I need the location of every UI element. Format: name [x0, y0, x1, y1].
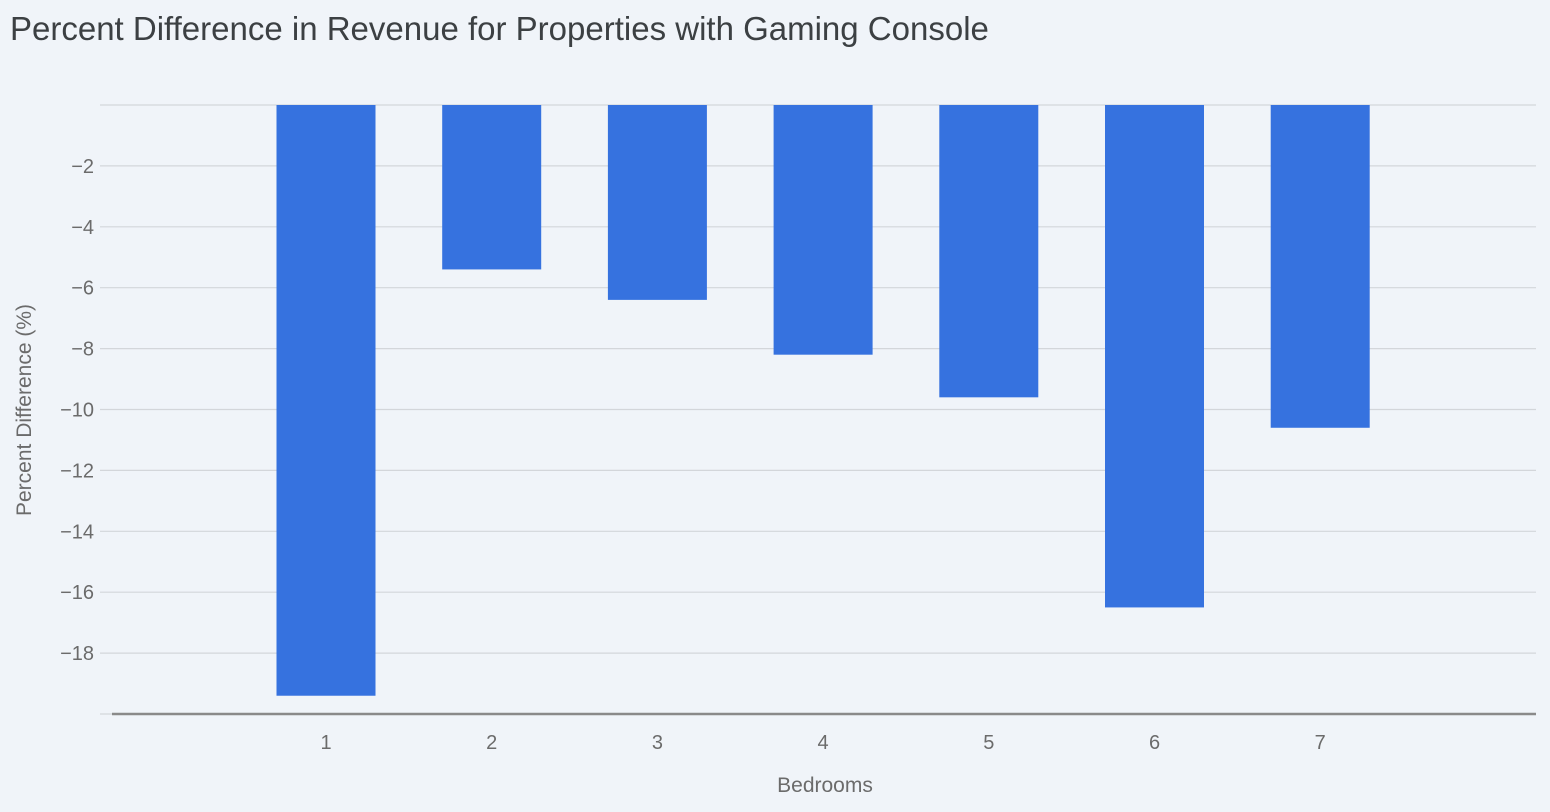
y-tick-label: −10 [60, 400, 94, 422]
x-axis-ticks: 1 2 3 4 5 6 7 [320, 732, 1325, 754]
x-tick-label: 4 [818, 732, 829, 754]
y-tick-label: −18 [60, 643, 94, 665]
x-tick-label: 6 [1149, 732, 1160, 754]
bar [442, 105, 542, 270]
bar [607, 105, 707, 300]
bar [939, 105, 1039, 398]
y-tick-label: −12 [60, 460, 94, 482]
bars [276, 105, 1370, 696]
y-tick-label: −16 [60, 582, 94, 604]
y-tick-label: −2 [71, 156, 94, 178]
bar [1270, 105, 1370, 428]
x-tick-label: 1 [320, 732, 331, 754]
x-tick-label: 7 [1315, 732, 1326, 754]
y-axis-ticks: −2 −4 −6 −8 −10 −12 −14 −16 −18 [60, 156, 94, 665]
x-axis-title: Bedrooms [777, 774, 873, 797]
y-tick-label: −8 [71, 339, 94, 361]
x-tick-label: 5 [983, 732, 994, 754]
y-tick-label: −6 [71, 278, 94, 300]
chart-title: Percent Difference in Revenue for Proper… [10, 10, 989, 47]
bar [773, 105, 873, 355]
x-tick-label: 2 [486, 732, 497, 754]
y-axis-title: Percent Difference (%) [13, 304, 36, 516]
bar [276, 105, 376, 696]
y-tick-label: −14 [60, 521, 94, 543]
bar [1105, 105, 1204, 608]
y-tick-label: −4 [71, 217, 94, 239]
x-tick-label: 3 [652, 732, 663, 754]
